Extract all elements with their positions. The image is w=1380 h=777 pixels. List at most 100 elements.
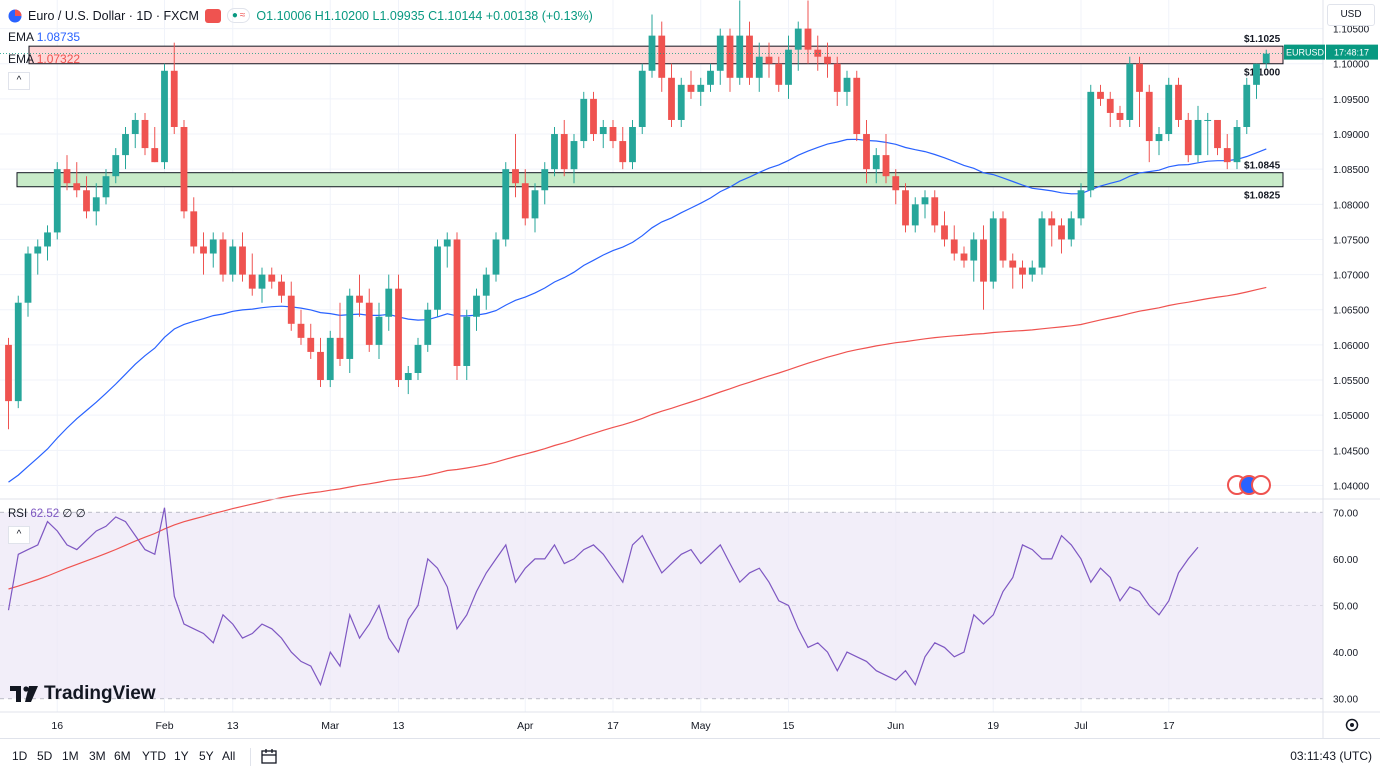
timeframe-1y[interactable]: 1Y	[174, 749, 189, 763]
candle-body	[14, 302, 22, 402]
timeframe-1m[interactable]: 1M	[62, 749, 79, 763]
candle-body	[775, 63, 783, 85]
euro-us-flag-icon	[8, 9, 22, 22]
candle-body	[814, 49, 822, 57]
time-tick-label: 13	[227, 720, 239, 732]
sell-marker[interactable]	[204, 8, 221, 23]
candle-body	[73, 183, 81, 191]
time-tick-label: 16	[51, 720, 63, 732]
timeframe-5d[interactable]: 5D	[37, 749, 53, 763]
ema-slow-legend[interactable]: EMA 1.07322	[8, 52, 80, 66]
calendar-range-icon[interactable]	[260, 747, 278, 765]
timeframe-6m[interactable]: 6M	[114, 749, 131, 763]
candle-body	[570, 141, 578, 170]
candle-body	[853, 77, 861, 135]
time-tick-label: Feb	[155, 720, 173, 732]
rsi-tick-label: 70.00	[1333, 508, 1358, 519]
candle-body	[375, 316, 383, 345]
candle-body	[541, 169, 549, 191]
rsi-tick-label: 30.00	[1333, 695, 1358, 706]
candle-body	[404, 373, 412, 381]
candle-body	[648, 35, 656, 71]
candle-body	[989, 218, 997, 282]
ema-fast-legend[interactable]: EMA 1.08735	[8, 30, 80, 44]
candle-body	[161, 70, 168, 163]
candle-body	[5, 344, 12, 402]
candle-body	[941, 225, 948, 240]
price-tick-label: 1.06000	[1333, 341, 1370, 352]
economic-events-icon[interactable]	[1227, 475, 1271, 495]
candle-body	[112, 155, 120, 177]
candle-body	[872, 155, 880, 170]
candle-body	[707, 70, 714, 85]
currency-button[interactable]: USD	[1327, 4, 1375, 26]
candle-body	[726, 35, 734, 78]
timeframe-ytd[interactable]: YTD	[142, 749, 166, 763]
candle-body	[716, 35, 724, 71]
candle-body	[1097, 91, 1104, 99]
candle-body	[882, 155, 890, 177]
candle-body	[1145, 91, 1153, 142]
candle-body	[658, 35, 666, 78]
candle-body	[1116, 112, 1124, 120]
collapse-rsi-button[interactable]: ^	[8, 526, 30, 544]
candle-body	[794, 28, 802, 50]
timeframe-1d[interactable]: 1D	[12, 749, 28, 763]
candle-body	[1058, 225, 1065, 240]
price-tick-label: 1.07500	[1333, 235, 1370, 246]
time-tick-label: 13	[393, 720, 405, 732]
candle-body	[999, 218, 1007, 261]
candle-body	[804, 28, 812, 50]
candle-body	[502, 169, 510, 240]
ema-slow-label: EMA	[8, 52, 34, 66]
candle-body	[434, 246, 441, 310]
price-tick-label: 1.10500	[1333, 25, 1370, 36]
candle-body	[1038, 218, 1046, 268]
candle-body	[219, 239, 227, 275]
candle-body	[463, 316, 471, 366]
price-tick-label: 1.09000	[1333, 130, 1370, 141]
candle-body	[258, 274, 266, 289]
candle-body	[921, 197, 929, 205]
candle-body	[365, 302, 373, 345]
settings-gear-icon[interactable]	[1344, 717, 1360, 733]
candle-body	[424, 309, 432, 345]
candle-body	[677, 84, 685, 120]
rsi-tick-label: 40.00	[1333, 648, 1358, 659]
candle-body	[336, 337, 344, 359]
toolbar-divider	[250, 748, 251, 766]
candle-body	[248, 274, 256, 289]
candle-body	[1067, 218, 1075, 240]
rsi-legend[interactable]: RSI 62.52 ∅ ∅	[8, 506, 86, 520]
timeframe-3m[interactable]: 3M	[89, 749, 106, 763]
timeframe-all[interactable]: All	[222, 749, 236, 763]
price-tick-label: 1.05000	[1333, 411, 1370, 422]
candle-body	[1048, 218, 1056, 226]
candle-body	[141, 119, 149, 149]
candle-body	[580, 98, 588, 142]
collapse-legend-button[interactable]: ^	[8, 72, 30, 90]
candle-body	[83, 190, 90, 212]
candle-body	[638, 70, 646, 127]
countdown-tag: 17:48:17	[1334, 48, 1369, 58]
candle-body	[902, 190, 909, 226]
candle-body	[609, 127, 617, 142]
candle-body	[190, 211, 198, 247]
timeframe-5y[interactable]: 5Y	[199, 749, 214, 763]
price-tick-label: 1.04500	[1333, 446, 1370, 457]
market-status-badge[interactable]: ● ≈	[226, 8, 251, 23]
rsi-tick-label: 50.00	[1333, 602, 1358, 613]
candle-body	[356, 295, 363, 303]
candle-body	[911, 204, 919, 226]
time-tick-label: 15	[783, 720, 795, 732]
ema-slow-line	[8, 286, 1267, 590]
tradingview-wordmark: TradingView	[44, 683, 156, 704]
resistance-zone-high-label: $1.1025	[1244, 34, 1281, 45]
candle-body	[950, 239, 958, 254]
support-zone-low-label: $1.0825	[1244, 191, 1281, 202]
resistance-zone-low-label: $1.1000	[1244, 68, 1281, 79]
candle-body	[863, 134, 870, 170]
utc-clock[interactable]: 03:11:43 (UTC)	[1290, 749, 1372, 763]
symbol-title[interactable]: Euro / U.S. Dollar · 1D · FXCM	[28, 8, 199, 23]
